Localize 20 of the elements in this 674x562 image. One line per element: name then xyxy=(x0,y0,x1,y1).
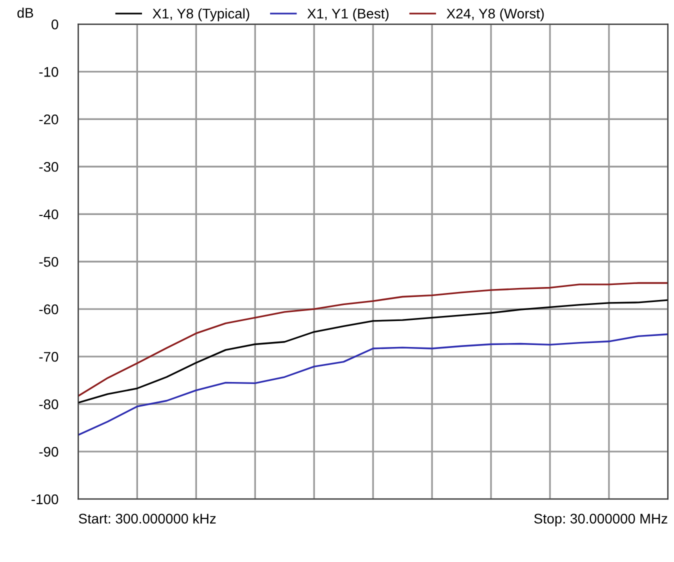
y-tick-label: -30 xyxy=(39,162,58,172)
y-tick-label: -40 xyxy=(39,209,58,220)
text: Stop: 30.000000 MHz xyxy=(534,514,668,526)
line-series xyxy=(78,282,668,397)
legend-label: X1, Y1 (Best) xyxy=(307,8,388,22)
y-tick-label: -60 xyxy=(39,304,58,314)
legend-label: X1, Y8 (Typical) xyxy=(152,8,250,22)
line-series xyxy=(78,333,668,436)
y-tick-label: 0 xyxy=(52,20,58,30)
y-axis-title: dB xyxy=(17,8,34,18)
line-series xyxy=(78,299,668,404)
y-tick-label: -80 xyxy=(39,399,58,410)
y-tick-label: -90 xyxy=(39,446,58,457)
y-tick-label: -20 xyxy=(39,114,58,124)
y-tick-label: -100 xyxy=(32,494,58,504)
text: Start: 300.000000 kHz xyxy=(78,513,216,524)
legend-label: X24, Y8 (Worst) xyxy=(446,8,544,22)
y-tick-label: -50 xyxy=(39,256,58,267)
y-tick-label: -10 xyxy=(39,66,58,77)
y-tick-label: -70 xyxy=(39,352,58,362)
